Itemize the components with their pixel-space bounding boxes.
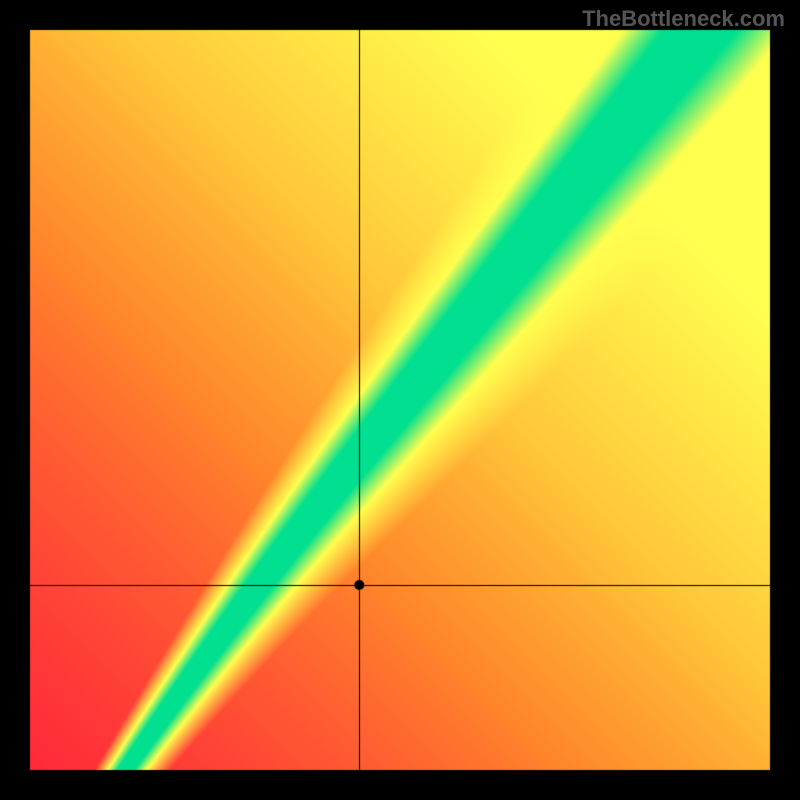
bottleneck-heatmap xyxy=(0,0,800,800)
watermark-label: TheBottleneck.com xyxy=(582,6,785,32)
chart-container: TheBottleneck.com xyxy=(0,0,800,800)
